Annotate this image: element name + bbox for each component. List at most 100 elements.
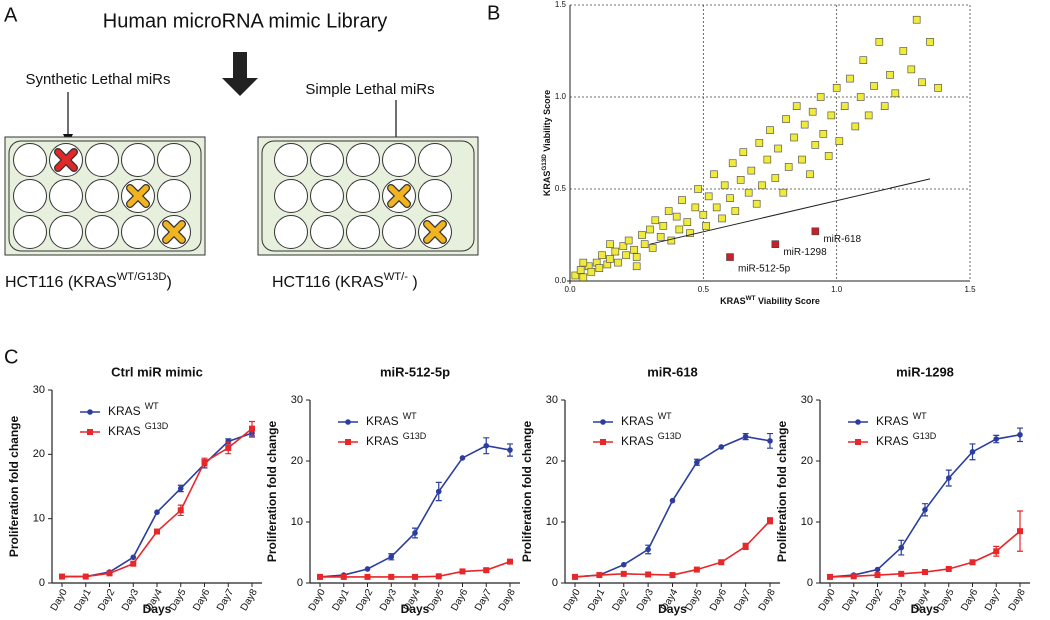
scatter-point — [752, 199, 761, 208]
scatter-point — [870, 82, 878, 90]
scatter-point — [611, 247, 620, 256]
data-point — [850, 573, 857, 580]
well — [418, 143, 452, 177]
well — [382, 215, 416, 249]
well — [49, 215, 83, 249]
scatter-point — [886, 71, 894, 79]
data-point — [87, 409, 93, 415]
legend-sup: G13D — [658, 431, 682, 441]
scatter-point — [710, 170, 718, 179]
scatter-point — [808, 107, 817, 116]
x-tick-label: Day1 — [72, 587, 93, 613]
x-axis-label: Days — [658, 602, 687, 616]
legend-name: KRAS — [876, 434, 909, 448]
scatter-point — [774, 144, 782, 153]
series-line — [574, 520, 771, 578]
y-tick-label: 0.0 — [555, 276, 567, 285]
scatter-point — [747, 166, 756, 175]
scatter-point — [640, 240, 649, 248]
data-point — [898, 570, 905, 577]
data-point — [1017, 528, 1023, 535]
lethal-mark — [55, 149, 77, 171]
scatter-point — [728, 159, 737, 168]
x-tick-label: Day7 — [983, 587, 1004, 613]
well — [274, 179, 308, 213]
x-axis-label-part: WT — [746, 295, 756, 302]
data-point — [620, 570, 627, 577]
scatter-point — [798, 155, 806, 164]
scatter-point — [579, 258, 588, 267]
legend-name: KRAS — [621, 414, 654, 428]
point-label: miR-1298 — [783, 247, 827, 258]
well — [382, 143, 416, 177]
y-tick-label: 0 — [807, 577, 813, 589]
y-tick-label: 10 — [546, 516, 558, 528]
legend-sup: WT — [145, 401, 159, 411]
scatter-point — [656, 233, 665, 241]
scatter-point — [720, 181, 729, 190]
scatter-point — [784, 163, 793, 171]
legend-label: KRAS WT — [876, 411, 927, 428]
legend-sup: WT — [403, 411, 417, 421]
well — [13, 179, 47, 213]
scatter-point — [880, 102, 889, 110]
scatter-point — [702, 222, 710, 230]
x-tick-label: Day6 — [959, 587, 980, 613]
scatter-point — [632, 253, 641, 261]
data-point — [201, 459, 208, 466]
chart-title: miR-618 — [647, 364, 698, 379]
x-tick-label: Day1 — [840, 587, 861, 613]
y-tick-label: 30 — [801, 394, 813, 406]
scatter-point — [819, 130, 828, 138]
y-tick-label: 0 — [39, 577, 45, 589]
data-point — [59, 573, 65, 580]
legend-name: KRAS — [108, 404, 141, 418]
data-point — [130, 560, 137, 567]
scatter-point — [630, 245, 638, 254]
x-tick-label: Day3 — [888, 587, 909, 613]
plate-label: HCT116 (KRASWT/- ) — [272, 271, 418, 291]
data-point — [694, 459, 700, 466]
scatter-point — [614, 258, 622, 267]
data-point — [459, 455, 466, 461]
well — [346, 215, 380, 249]
well — [157, 143, 191, 177]
series-line — [574, 435, 771, 578]
well — [85, 179, 119, 213]
well — [85, 143, 119, 177]
well — [310, 179, 344, 213]
legend-sup: G13D — [145, 421, 169, 431]
lethal-mark — [163, 221, 185, 243]
x-tick-label: 0.0 — [564, 285, 576, 294]
scatter-point — [755, 139, 764, 147]
data-point — [130, 554, 137, 561]
x-tick-label: Day8 — [757, 587, 778, 613]
lethal-mark — [127, 185, 149, 207]
y-tick-label: 20 — [801, 455, 813, 467]
scatter-point — [731, 207, 740, 215]
data-point — [87, 429, 93, 435]
legend-label: KRAS G13D — [366, 431, 427, 448]
scatter-point — [699, 210, 708, 219]
legend-label: KRAS G13D — [108, 421, 169, 438]
chart-title: Ctrl miR mimic — [111, 364, 203, 379]
y-tick-label: 1.5 — [555, 0, 567, 9]
x-tick-label: Day6 — [708, 587, 729, 613]
scatter-point — [619, 242, 628, 250]
legend-label: KRAS WT — [621, 411, 672, 428]
scatter-point — [595, 264, 604, 272]
scatter-point — [912, 15, 921, 24]
y-tick-label: 30 — [33, 384, 45, 396]
data-point — [922, 569, 928, 576]
data-point — [177, 507, 184, 514]
data-point — [969, 559, 976, 566]
data-point — [249, 425, 255, 432]
plates — [4, 136, 479, 256]
scatter-point — [587, 267, 596, 276]
data-point — [600, 419, 606, 425]
data-point — [459, 568, 466, 575]
data-point — [855, 419, 861, 425]
x-tick-label: Day2 — [610, 587, 631, 613]
data-point — [855, 439, 861, 445]
y-tick-label: 10 — [291, 516, 303, 528]
